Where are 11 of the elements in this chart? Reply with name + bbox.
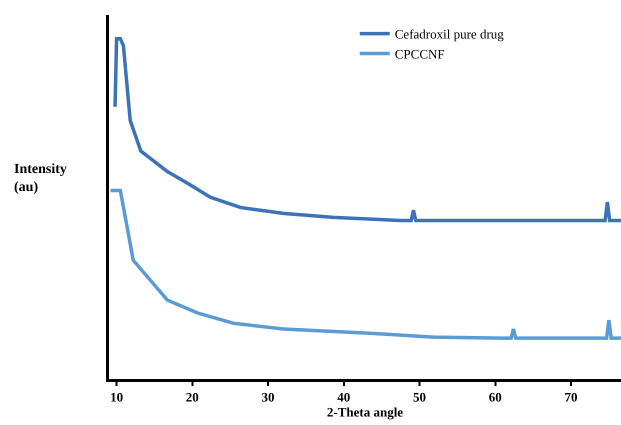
x-tick-label: 50: [413, 390, 426, 405]
x-tick-label: 40: [337, 390, 350, 405]
x-axis-title: 2-Theta angle: [326, 404, 404, 420]
legend-label: Cefadroxil pure drug: [394, 26, 504, 42]
legend-label: CPCCNF: [394, 46, 445, 62]
x-tick-label: 70: [564, 390, 578, 405]
x-tick-label: 10: [110, 390, 124, 405]
y-axis-title: Intensity (au): [14, 162, 67, 196]
x-tick-label: 20: [186, 390, 199, 405]
x-tick-label: 60: [488, 390, 502, 405]
x-tick-label: 30: [262, 390, 275, 405]
